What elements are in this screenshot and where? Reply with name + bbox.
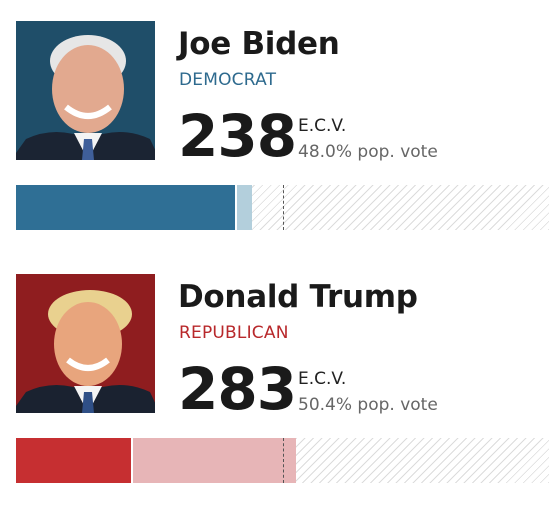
electoral-votes-count: 283 (178, 355, 297, 423)
popular-vote-share: 48.0% pop. vote (298, 142, 438, 162)
electoral-vote-bar (16, 185, 549, 230)
popular-vote-share: 50.4% pop. vote (298, 395, 438, 415)
win-threshold-marker (283, 438, 285, 483)
ecv-label: E.C.V. (298, 369, 347, 389)
electoral-votes-count: 238 (178, 102, 297, 170)
leaning-votes-segment (130, 438, 297, 483)
won-votes-segment (16, 185, 235, 230)
electoral-vote-bar (16, 438, 549, 483)
candidate-card-trump: Donald Trump REPUBLICAN 283 E.C.V. 50.4%… (0, 253, 560, 493)
candidate-photo (16, 274, 155, 413)
won-votes-segment (16, 438, 131, 483)
win-threshold-marker (283, 185, 285, 230)
candidate-card-biden: Joe Biden DEMOCRAT 238 E.C.V. 48.0% pop.… (0, 0, 560, 240)
party-label: DEMOCRAT (179, 70, 277, 90)
candidate-photo (16, 21, 155, 160)
ecv-label: E.C.V. (298, 116, 347, 136)
party-label: REPUBLICAN (179, 323, 289, 343)
leaning-votes-segment (234, 185, 252, 230)
candidate-name: Donald Trump (178, 279, 418, 315)
candidate-name: Joe Biden (178, 26, 340, 62)
